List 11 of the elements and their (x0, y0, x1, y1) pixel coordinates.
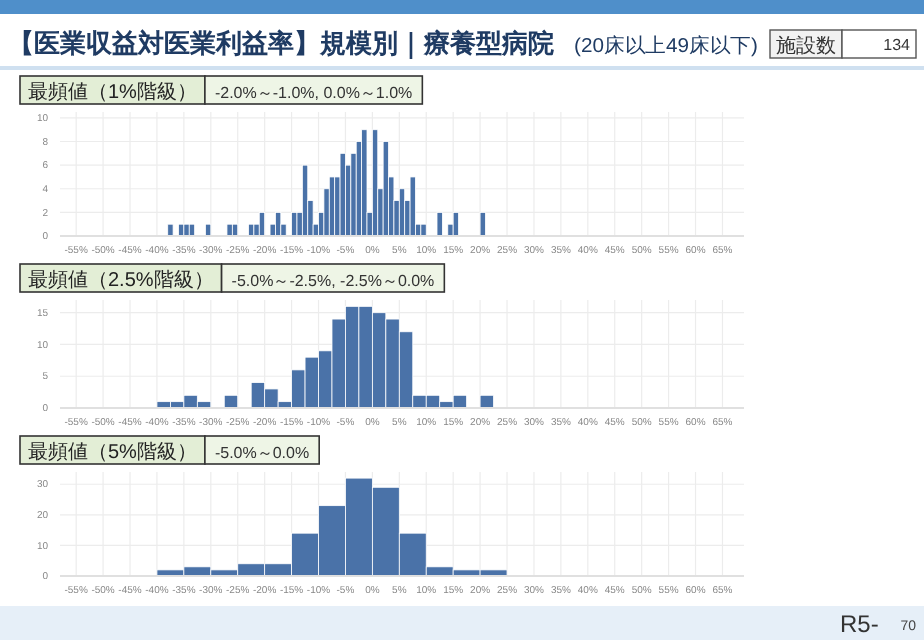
text: 最頻値（5%階級） (28, 440, 197, 464)
text: R5- (840, 610, 879, 638)
text: 最頻値（2.5%階級） (28, 268, 214, 292)
text: 134 (883, 36, 912, 54)
text: 最頻値（1%階級） (28, 80, 197, 104)
text: 施設数 (776, 34, 836, 58)
text: -5.0%～0.0% (214, 444, 310, 462)
text: -5.0%～-2.5%, -2.5%～0.0% (231, 272, 435, 290)
chart-subtitle: (20床以上49床以下) (574, 34, 758, 58)
chart-title: 【医業収益対医業利益率】規模別｜療養型病院 (8, 28, 554, 60)
text: -2.0%～-1.0%, 0.0%～1.0% (214, 84, 413, 102)
